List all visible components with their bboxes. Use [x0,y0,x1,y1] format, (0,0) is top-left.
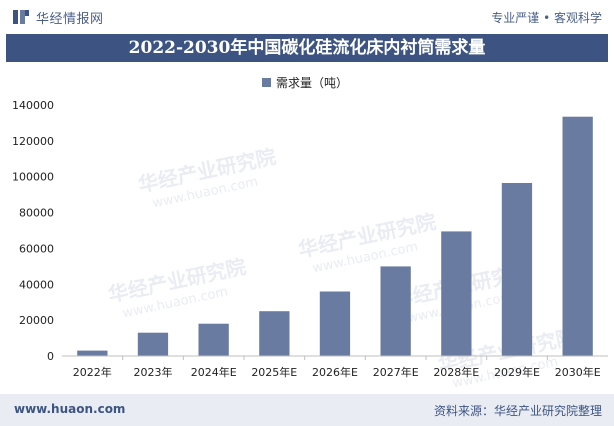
bar [441,231,472,356]
y-tick-label: 0 [47,350,54,363]
x-tick-label: 2030年E [555,365,601,379]
brand-name: 华经情报网 [36,11,104,27]
bar [259,311,290,356]
y-axis: 0 20000 40000 60000 80000 100000 120000 140000 [12,99,54,363]
x-tick-label: 2023年 [134,365,173,379]
footer-source: 资料来源：华经产业研究院整理 [433,404,602,418]
x-tick-label: 2025年E [251,365,297,379]
bar [198,323,229,356]
header-bar: 华经情报网 专业严谨 • 客观科学 [0,0,614,34]
y-tick-label: 120000 [12,135,54,148]
bar [380,266,411,356]
y-tick-label: 20000 [19,314,54,327]
chart-title: 2022-2030年中国碳化硅流化床内衬筒需求量 [128,38,486,58]
brand-logo-icon [13,10,29,24]
x-tick-label: 2022年 [73,365,112,379]
y-tick-label: 80000 [19,207,54,220]
bar [77,350,108,356]
chart-title-band: 2022-2030年中国碳化硅流化床内衬筒需求量 [6,34,608,62]
bars [77,116,593,356]
legend-label: 需求量（吨） [276,76,348,90]
slogan: 专业严谨 • 客观科学 [491,11,602,25]
footer-website: www.huaon.com [14,402,126,416]
y-tick-label: 60000 [19,242,54,255]
legend-swatch [262,78,271,87]
brand: 华经情报网 [12,8,104,27]
y-tick-label: 140000 [12,99,54,112]
bar [501,183,533,356]
x-tick-label: 2024年E [191,365,237,379]
y-tick-label: 100000 [12,171,54,184]
chart-legend: 需求量（吨） [262,76,348,90]
footer-bar: www.huaon.com 资料来源：华经产业研究院整理 [0,394,614,426]
bar [137,332,169,356]
x-tick-label: 2027年E [373,365,419,379]
y-tick-label: 40000 [19,278,54,291]
bar [319,291,351,356]
bar [562,116,593,356]
x-tick-label: 2029年E [494,365,540,379]
x-tick-label: 2028年E [433,365,479,379]
x-axis: 2022年 2023年 2024年E 2025年E 2026年E 2027年E 2028年E… [62,355,608,379]
bar-chart: 华经产业研究院www.huaon.com华经产业研究院www.huaon.com… [12,76,608,391]
x-tick-label: 2026年E [312,365,358,379]
